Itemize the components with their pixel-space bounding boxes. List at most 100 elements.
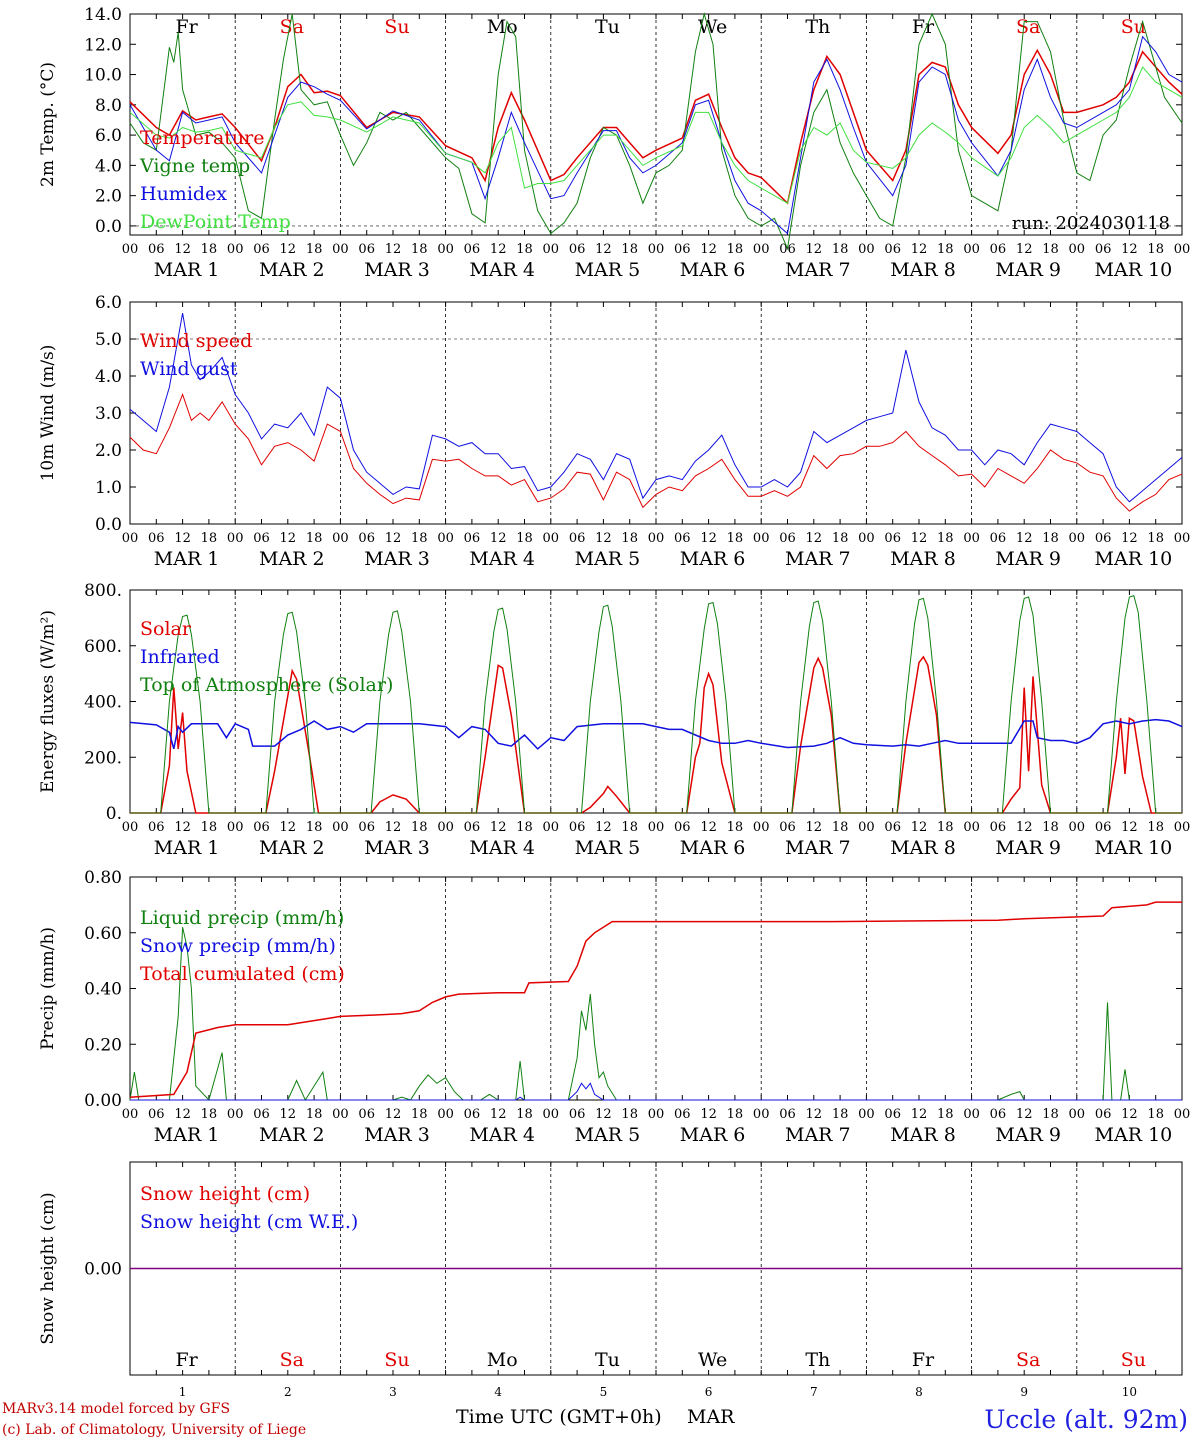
hour-tick-label: 12 — [490, 242, 507, 257]
series-line-dewpoint-temp — [129, 66, 1183, 204]
hour-tick-label: 18 — [1147, 1107, 1164, 1122]
hour-tick-label: 12 — [700, 242, 717, 257]
day-number-label: 6 — [705, 1385, 713, 1399]
hour-tick-label: 00 — [122, 1107, 139, 1122]
date-label: MAR 7 — [785, 1124, 851, 1146]
y-tick-label: 2.0 — [95, 441, 122, 461]
hour-tick-label: 00 — [1069, 820, 1086, 835]
hour-tick-label: 00 — [332, 242, 349, 257]
hour-tick-label: 00 — [543, 820, 560, 835]
date-label: MAR 8 — [890, 1124, 956, 1146]
hour-tick-label: 18 — [201, 820, 218, 835]
hour-tick-label: 00 — [963, 820, 980, 835]
y-axis-label: Snow height (cm) — [38, 1192, 58, 1344]
hour-tick-label: 00 — [858, 1107, 875, 1122]
hour-tick-label: 18 — [516, 242, 533, 257]
hour-tick-label: 18 — [832, 820, 849, 835]
hour-tick-label: 00 — [648, 1107, 665, 1122]
date-label: MAR 3 — [364, 1124, 430, 1146]
hour-tick-label: 06 — [358, 242, 375, 257]
hour-tick-label: 18 — [621, 1107, 638, 1122]
lab-credit: (c) Lab. of Climatology, University of L… — [2, 1422, 306, 1438]
hour-tick-label: 00 — [1174, 531, 1191, 546]
hour-tick-label: 12 — [280, 242, 297, 257]
hour-tick-label: 12 — [1016, 242, 1033, 257]
hour-tick-label: 18 — [516, 1107, 533, 1122]
hour-tick-label: 12 — [280, 820, 297, 835]
weekday-label: Tu — [595, 16, 620, 38]
hour-tick-label: 18 — [832, 1107, 849, 1122]
hour-tick-label: 12 — [700, 531, 717, 546]
hour-tick-label: 12 — [700, 1107, 717, 1122]
date-label: MAR 10 — [1095, 1124, 1173, 1146]
hour-tick-label: 06 — [674, 242, 691, 257]
hour-tick-label: 00 — [1069, 1107, 1086, 1122]
weekday-label: We — [698, 1349, 727, 1371]
hour-tick-label: 12 — [1121, 531, 1138, 546]
hour-tick-label: 12 — [806, 820, 823, 835]
hour-tick-label: 18 — [201, 242, 218, 257]
date-label: MAR 4 — [469, 259, 535, 281]
hour-tick-label: 06 — [253, 1107, 270, 1122]
y-tick-label: 0.00 — [84, 1260, 122, 1280]
hour-tick-label: 00 — [648, 820, 665, 835]
date-label: MAR 1 — [154, 259, 220, 281]
date-label: MAR 3 — [364, 259, 430, 281]
hour-tick-label: 00 — [437, 1107, 454, 1122]
date-label: MAR 3 — [364, 548, 430, 570]
day-number-label: 9 — [1020, 1385, 1028, 1399]
hour-tick-label: 18 — [411, 531, 428, 546]
hour-tick-label: 06 — [569, 242, 586, 257]
hour-tick-label: 18 — [411, 820, 428, 835]
date-label: MAR 9 — [995, 548, 1061, 570]
hour-tick-label: 12 — [490, 531, 507, 546]
date-label: MAR 7 — [785, 548, 851, 570]
y-tick-label: 0.00 — [84, 1091, 122, 1111]
series-line-vigne-temp — [129, 12, 1183, 251]
hour-tick-label: 06 — [1095, 1107, 1112, 1122]
hour-tick-label: 06 — [464, 531, 481, 546]
hour-tick-label: 12 — [595, 531, 612, 546]
y-tick-label: 1.0 — [95, 478, 122, 498]
hour-tick-label: 18 — [727, 820, 744, 835]
legend-entry: Snow height (cm) — [140, 1183, 310, 1205]
hour-tick-label: 00 — [543, 531, 560, 546]
hour-tick-label: 00 — [753, 820, 770, 835]
panel-5: 0.00 Snow height (cm) 1 2 3 4 5 6 7 8 9 10 Fr Sa Su Mo T… — [38, 1161, 1183, 1399]
hour-tick-label: 06 — [569, 1107, 586, 1122]
legend-entry: DewPoint Temp — [140, 211, 291, 233]
hour-tick-label: 18 — [306, 531, 323, 546]
legend-entry: Wind speed — [140, 330, 252, 352]
hour-tick-label: 00 — [648, 242, 665, 257]
hour-tick-label: 12 — [806, 531, 823, 546]
hour-tick-label: 18 — [727, 242, 744, 257]
y-tick-label: 12.0 — [84, 35, 122, 55]
date-label: MAR 7 — [785, 259, 851, 281]
hour-tick-label: 00 — [437, 531, 454, 546]
legend-entry: Wind gust — [140, 358, 238, 380]
date-label: MAR 10 — [1095, 259, 1173, 281]
hour-tick-label: 18 — [1042, 531, 1059, 546]
hour-tick-label: 12 — [280, 531, 297, 546]
hour-tick-label: 06 — [464, 242, 481, 257]
hour-tick-label: 06 — [253, 820, 270, 835]
hour-tick-label: 12 — [490, 1107, 507, 1122]
weekday-label: Su — [384, 1349, 409, 1371]
y-tick-label: 6.0 — [95, 293, 122, 313]
date-label: MAR 10 — [1095, 548, 1173, 570]
hour-tick-label: 06 — [884, 820, 901, 835]
weekday-label: Mo — [487, 16, 518, 38]
chart-panels: 0.02.04.06.08.010.012.014.02m Temp. (°C)… — [38, 5, 1190, 1399]
y-axis-label: Energy fluxes (W/m²) — [38, 610, 58, 793]
legend-entry: Snow height (cm W.E.) — [140, 1211, 358, 1233]
date-label: MAR 4 — [469, 1124, 535, 1146]
series-line-temperature — [129, 48, 1183, 205]
series-line-humidex — [129, 35, 1183, 235]
date-label: MAR 9 — [995, 259, 1061, 281]
date-label: MAR 3 — [364, 837, 430, 859]
hour-tick-label: 00 — [227, 820, 244, 835]
hour-tick-label: 12 — [911, 531, 928, 546]
hour-tick-label: 12 — [174, 531, 191, 546]
y-tick-label: 4.0 — [95, 367, 122, 387]
date-label: MAR 8 — [890, 548, 956, 570]
